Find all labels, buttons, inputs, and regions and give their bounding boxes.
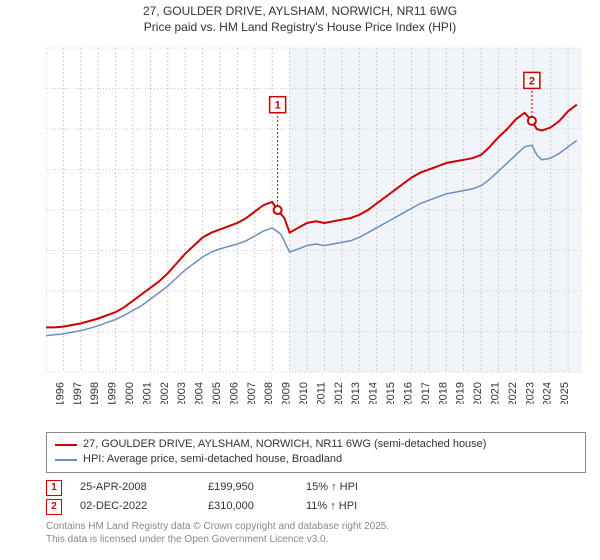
x-tick-label: 1999	[107, 382, 119, 404]
datapoint-price: £199,950	[208, 479, 288, 497]
x-tick-label: 2010	[298, 382, 310, 404]
x-tick-label: 2005	[211, 382, 223, 404]
legend-block: 27, GOULDER DRIVE, AYLSHAM, NORWICH, NR1…	[46, 432, 586, 546]
datapoint-number-box: 1	[46, 480, 62, 496]
attribution: Contains HM Land Registry data © Crown c…	[46, 520, 586, 546]
datapoint-table: 1 25-APR-2008 £199,950 15% ↑ HPI 2 02-DEC-202…	[46, 479, 586, 516]
x-tick-label: 2020	[472, 382, 484, 404]
datapoint-date: 25-APR-2008	[80, 479, 190, 497]
x-tick-label: 2023	[524, 382, 536, 404]
callout-number: 2	[529, 75, 535, 87]
legend-label: 27, GOULDER DRIVE, AYLSHAM, NORWICH, NR1…	[83, 437, 486, 452]
legend-swatch	[55, 459, 77, 461]
datapoint-delta: 11% ↑ HPI	[306, 498, 357, 516]
x-tick-label: 2015	[385, 382, 397, 404]
x-tick-label: 2001	[141, 382, 153, 404]
x-tick-label: 2017	[420, 382, 432, 404]
x-tick-label: 1995	[46, 382, 49, 404]
x-tick-label: 2013	[350, 382, 362, 404]
attribution-line2: This data is licensed under the Open Gov…	[46, 534, 328, 545]
x-tick-label: 2012	[333, 382, 345, 404]
x-tick-label: 2014	[368, 382, 380, 404]
datapoint-date: 02-DEC-2022	[80, 498, 190, 516]
x-tick-label: 2025	[559, 382, 571, 404]
sale-marker	[274, 206, 282, 214]
x-tick-label: 1998	[89, 382, 101, 404]
x-tick-label: 2007	[246, 382, 258, 404]
datapoint-delta: 15% ↑ HPI	[306, 479, 358, 497]
x-tick-label: 2000	[124, 382, 136, 404]
x-tick-label: 2018	[437, 382, 449, 404]
x-tick-label: 2003	[176, 382, 188, 404]
datapoint-row: 1 25-APR-2008 £199,950 15% ↑ HPI	[46, 479, 586, 497]
x-tick-label: 2021	[489, 382, 501, 404]
x-tick-label: 2022	[507, 382, 519, 404]
chart-title: 27, GOULDER DRIVE, AYLSHAM, NORWICH, NR1…	[0, 0, 600, 35]
attribution-line1: Contains HM Land Registry data © Crown c…	[46, 521, 389, 532]
datapoint-price: £310,000	[208, 498, 288, 516]
sale-marker	[528, 117, 536, 125]
x-tick-label: 2008	[263, 382, 275, 404]
x-tick-label: 2024	[542, 382, 554, 404]
title-line2: Price paid vs. HM Land Registry's House …	[144, 20, 456, 34]
legend-box: 27, GOULDER DRIVE, AYLSHAM, NORWICH, NR1…	[46, 432, 586, 473]
x-tick-label: 1996	[54, 382, 66, 404]
title-line1: 27, GOULDER DRIVE, AYLSHAM, NORWICH, NR1…	[143, 4, 457, 18]
x-tick-label: 2011	[315, 382, 327, 404]
chart-svg: 12 £0£50K£100K£150K£200K£250K£300K£350K£…	[46, 44, 586, 404]
datapoint-row: 2 02-DEC-2022 £310,000 11% ↑ HPI	[46, 498, 586, 516]
datapoint-number-box: 2	[46, 499, 62, 515]
callout-number: 1	[275, 100, 281, 112]
x-tick-label: 2009	[281, 382, 293, 404]
legend-swatch	[55, 444, 77, 446]
x-tick-label: 2019	[455, 382, 467, 404]
chart-container: 27, GOULDER DRIVE, AYLSHAM, NORWICH, NR1…	[0, 0, 600, 560]
legend-label: HPI: Average price, semi-detached house,…	[83, 452, 342, 467]
x-tick-label: 2016	[402, 382, 414, 404]
legend-row: 27, GOULDER DRIVE, AYLSHAM, NORWICH, NR1…	[55, 437, 577, 452]
x-tick-label: 2002	[159, 382, 171, 404]
x-tick-label: 2004	[194, 382, 206, 404]
legend-row: HPI: Average price, semi-detached house,…	[55, 452, 577, 467]
x-tick-label: 2006	[228, 382, 240, 404]
x-tick-label: 1997	[72, 382, 84, 404]
